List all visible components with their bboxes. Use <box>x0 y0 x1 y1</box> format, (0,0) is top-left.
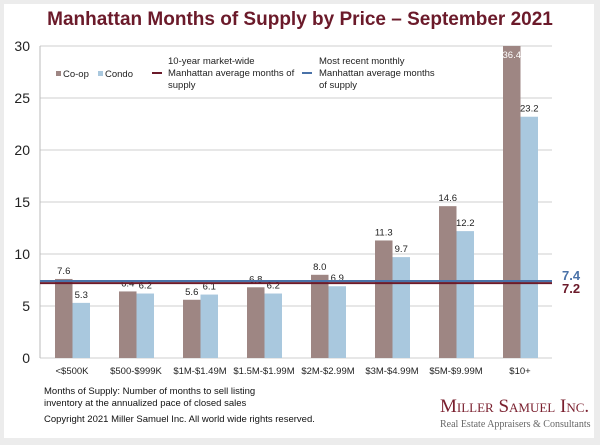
copyright: Copyright 2021 Miller Samuel Inc. All wo… <box>44 414 315 425</box>
logo-name: Miller Samuel Inc. <box>440 396 590 417</box>
note-line-2: inventory at the annualized pace of clos… <box>44 398 247 409</box>
bar-co-op <box>119 291 137 358</box>
y-tick-label: 30 <box>14 38 30 54</box>
data-label: 12.2 <box>456 218 475 229</box>
data-label: 11.3 <box>375 227 393 238</box>
y-tick-label: 0 <box>22 350 30 366</box>
data-label: 7.6 <box>57 266 70 277</box>
data-label: 6.2 <box>139 281 152 292</box>
bar-co-op <box>247 287 265 358</box>
data-label: 5.6 <box>185 287 198 298</box>
bar-condo <box>456 231 474 358</box>
x-tick-label: $1M-$1.49M <box>173 366 226 377</box>
bar-co-op <box>439 206 457 358</box>
legend-label-10yr: Manhattan average months of <box>168 68 295 79</box>
bar-co-op <box>55 278 73 358</box>
y-tick-label: 15 <box>14 194 30 210</box>
data-label: 6.9 <box>331 273 344 284</box>
y-tick-label: 5 <box>22 298 30 314</box>
legend-swatch-condo <box>98 71 103 76</box>
reference-line-label: 7.4 <box>562 268 581 283</box>
y-tick-label: 25 <box>14 90 30 106</box>
x-tick-label: <$500K <box>55 366 89 377</box>
data-label: 8.0 <box>313 262 326 273</box>
legend-label-condo: Condo <box>105 69 133 80</box>
bar-condo <box>136 293 154 358</box>
chart-title: Manhattan Months of Supply by Price – Se… <box>47 9 553 30</box>
data-label: 36.4 <box>503 50 522 61</box>
x-tick-label: $500-$999K <box>110 366 162 377</box>
note-line-1: Months of Supply: Number of months to se… <box>44 386 256 397</box>
bar-condo <box>72 302 90 358</box>
legend-label-recent: Most recent monthly <box>319 56 405 67</box>
data-label: 6.1 <box>203 282 216 293</box>
logo-tagline: Real Estate Appraisers & Consultants <box>440 419 591 430</box>
legend-label-recent: Manhattan average months <box>319 68 435 79</box>
legend-swatch-coop <box>56 71 61 76</box>
bar-condo <box>328 286 346 358</box>
data-label: 6.2 <box>267 281 280 292</box>
bar-co-op <box>183 299 201 358</box>
x-tick-label: $3M-$4.99M <box>365 366 418 377</box>
x-tick-label: $1.5M-$1.99M <box>233 366 294 377</box>
legend-label-10yr: supply <box>168 80 196 91</box>
legend-label-10yr: 10-year market-wide <box>168 56 255 67</box>
bar-co-op <box>311 274 329 358</box>
bar-co-op <box>375 240 393 358</box>
legend-label-recent: of supply <box>319 80 357 91</box>
x-tick-label: $5M-$9.99M <box>429 366 482 377</box>
y-tick-label: 20 <box>14 142 30 158</box>
x-tick-label: $2M-$2.99M <box>301 366 354 377</box>
data-label: 5.3 <box>75 290 88 301</box>
reference-line-label: 7.2 <box>562 281 580 296</box>
x-tick-label: $10+ <box>509 366 531 377</box>
bar-condo <box>200 294 218 358</box>
y-tick-label: 10 <box>14 246 30 262</box>
bar-condo <box>264 293 282 358</box>
data-label: 9.7 <box>395 244 408 255</box>
data-label: 23.2 <box>520 104 539 115</box>
legend-label-coop: Co-op <box>63 69 89 80</box>
bar-co-op <box>503 46 521 358</box>
bar-condo <box>520 116 538 358</box>
chart-card <box>4 4 594 438</box>
bar-condo <box>392 257 410 358</box>
data-label: 6.8 <box>249 274 262 285</box>
data-label: 14.6 <box>439 193 458 204</box>
